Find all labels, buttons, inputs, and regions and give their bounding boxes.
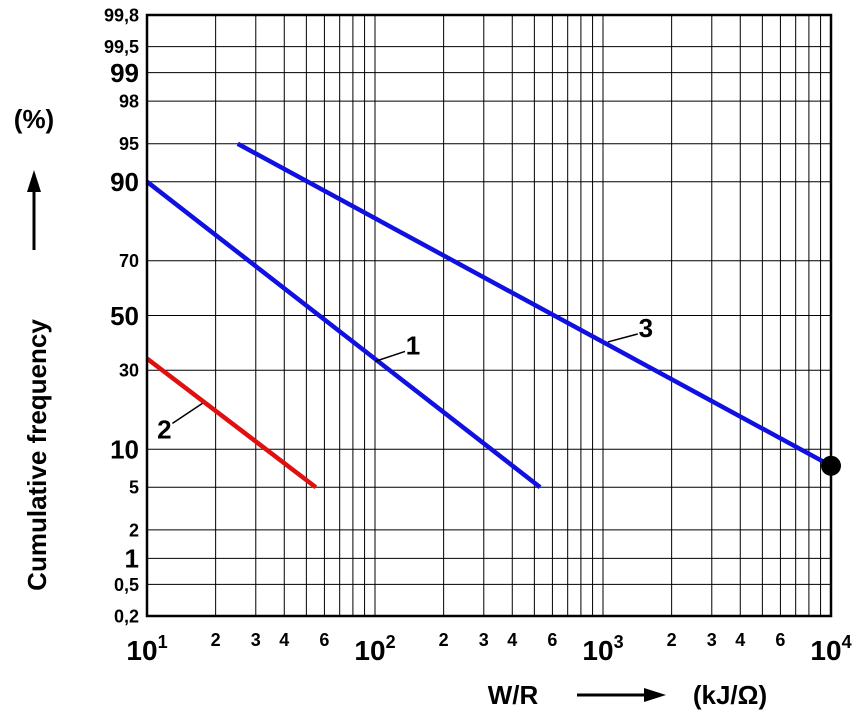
- y-axis-unit: (%): [14, 104, 54, 134]
- y-axis-label: Cumulative frequency: [22, 319, 52, 591]
- series-leader-line: [607, 333, 639, 343]
- x-axis-label: W/R: [488, 680, 539, 710]
- x-axis-arrow: [577, 688, 666, 702]
- series-layer: [145, 141, 841, 490]
- label-layer: 1 2 3: [157, 313, 653, 444]
- x-tick-label-minor: 2: [439, 630, 449, 650]
- series-line-3: [236, 141, 833, 468]
- y-tick-label: 30: [119, 361, 139, 381]
- y-axis-arrow: [27, 170, 41, 250]
- series-label-2: 2: [157, 414, 171, 444]
- y-tick-label: 70: [119, 251, 139, 271]
- y-tick-label: 99: [110, 58, 139, 88]
- series-label-3: 3: [639, 313, 653, 343]
- series-line-1: [145, 179, 542, 490]
- y-tick-label: 50: [110, 301, 139, 331]
- x-tick-label-minor: 4: [279, 630, 289, 650]
- x-tick-label-minor: 6: [319, 630, 329, 650]
- y-tick-label: 95: [119, 134, 139, 154]
- y-tick-label: 99,8: [104, 5, 139, 25]
- x-tick-label-minor: 3: [707, 630, 717, 650]
- y-tick-label: 0,2: [114, 606, 139, 626]
- y-tick-label: 90: [110, 167, 139, 197]
- y-tick-label: 10: [110, 435, 139, 465]
- x-tick-label-minor: 2: [667, 630, 677, 650]
- x-tick-label-minor: 4: [735, 630, 745, 650]
- plot-frame: [145, 13, 833, 618]
- x-tick-label-major: 104: [810, 632, 851, 666]
- series-line-2: [145, 356, 318, 490]
- x-tick-label-minor: 2: [211, 630, 221, 650]
- x-tick-label-major: 103: [582, 632, 623, 666]
- series-label-1: 1: [406, 330, 420, 360]
- series-leader-line: [374, 350, 406, 363]
- y-tick-label: 99,5: [104, 37, 139, 57]
- x-tick-label-minor: 4: [507, 630, 517, 650]
- y-tick-label: 2: [129, 520, 139, 540]
- x-axis-unit: (kJ/Ω): [693, 680, 767, 710]
- series-leader-line: [171, 402, 203, 424]
- x-tick-label-minor: 3: [479, 630, 489, 650]
- grid: [147, 14, 831, 617]
- y-tick-label: 0,5: [114, 575, 139, 595]
- y-tick-label: 1: [125, 544, 139, 574]
- x-tick-label-major: 102: [354, 632, 395, 666]
- x-tick-label-minor: 3: [251, 630, 261, 650]
- y-tick-label: 98: [119, 92, 139, 112]
- x-tick-label-major: 101: [126, 632, 167, 666]
- y-tick-label: 5: [129, 478, 139, 498]
- x-tick-label-minor: 6: [547, 630, 557, 650]
- x-tick-label-minor: 6: [775, 630, 785, 650]
